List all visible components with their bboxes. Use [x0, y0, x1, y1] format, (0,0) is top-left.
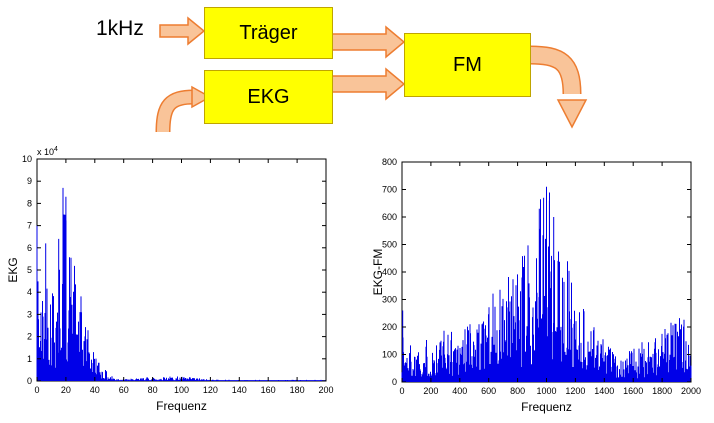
svg-text:1200: 1200: [565, 386, 585, 396]
svg-text:0: 0: [27, 376, 32, 386]
svg-text:0: 0: [399, 386, 404, 396]
arrow-1khz-to-traeger: [159, 16, 206, 46]
svg-text:40: 40: [90, 385, 100, 395]
svg-text:600: 600: [481, 386, 496, 396]
svg-text:200: 200: [423, 386, 438, 396]
svg-text:1600: 1600: [623, 386, 643, 396]
svg-text:1400: 1400: [594, 386, 614, 396]
svg-text:500: 500: [382, 240, 397, 250]
curved-arrow-into-ekg: [155, 85, 212, 133]
svg-text:1000: 1000: [536, 386, 556, 396]
svg-text:10: 10: [22, 154, 32, 164]
svg-text:Frequenz: Frequenz: [156, 399, 207, 413]
svg-text:80: 80: [148, 385, 158, 395]
svg-text:1800: 1800: [652, 386, 672, 396]
svg-text:100: 100: [174, 385, 189, 395]
svg-text:x 104: x 104: [37, 146, 58, 157]
block-traeger-label: Träger: [239, 21, 298, 44]
svg-text:600: 600: [382, 212, 397, 222]
svg-text:2: 2: [27, 332, 32, 342]
svg-text:9: 9: [27, 176, 32, 186]
curved-arrow-out-of-fm: [529, 45, 588, 129]
svg-text:700: 700: [382, 185, 397, 195]
block-fm-label: FM: [453, 53, 482, 76]
ekg-fm-spectrum-chart: 0 200 400 600 800 1000 1200 1400 1600 1800 2000 0 10…: [371, 157, 701, 414]
svg-text:160: 160: [261, 385, 276, 395]
arrow-ekg-to-fm: [331, 67, 406, 101]
svg-text:300: 300: [382, 295, 397, 305]
svg-text:6: 6: [27, 243, 32, 253]
block-traeger: Träger: [204, 7, 333, 59]
svg-text:4: 4: [27, 287, 32, 297]
arrow-traeger-to-fm: [331, 25, 406, 59]
block-diagram-arrows: [155, 16, 588, 133]
svg-text:3: 3: [27, 309, 32, 319]
svg-text:20: 20: [61, 385, 71, 395]
svg-text:400: 400: [382, 267, 397, 277]
svg-text:8: 8: [27, 198, 32, 208]
svg-text:0: 0: [392, 377, 397, 387]
svg-text:5: 5: [27, 265, 32, 275]
svg-text:100: 100: [382, 350, 397, 360]
svg-text:120: 120: [203, 385, 218, 395]
svg-text:200: 200: [382, 322, 397, 332]
svg-text:400: 400: [452, 386, 467, 396]
block-fm: FM: [404, 33, 531, 97]
block-ekg-label: EKG: [247, 85, 290, 108]
svg-text:800: 800: [510, 386, 525, 396]
svg-text:1: 1: [27, 354, 32, 364]
svg-text:60: 60: [119, 385, 129, 395]
svg-text:180: 180: [290, 385, 305, 395]
svg-text:7: 7: [27, 221, 32, 231]
svg-text:800: 800: [382, 157, 397, 167]
svg-text:140: 140: [232, 385, 247, 395]
svg-text:200: 200: [318, 385, 333, 395]
svg-text:EKG-FM: EKG-FM: [371, 249, 385, 296]
svg-text:EKG: EKG: [6, 257, 20, 282]
input-frequency-label: 1kHz: [96, 17, 144, 40]
svg-text:2000: 2000: [681, 386, 701, 396]
ekg-spectrum-chart: 0 20 40 60 80 100 120 140 160 180 200 0 1 2 3 4 5 6 7 8 9 10 F…: [6, 146, 334, 413]
svg-text:Frequenz: Frequenz: [521, 400, 572, 414]
svg-text:0: 0: [34, 385, 39, 395]
block-ekg: EKG: [204, 70, 333, 124]
